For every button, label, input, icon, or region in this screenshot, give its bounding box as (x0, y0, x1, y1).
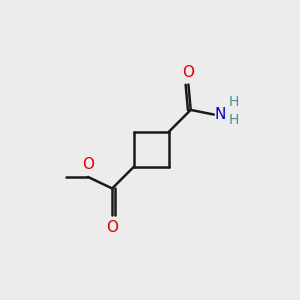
Text: H: H (228, 95, 239, 109)
Text: N: N (215, 107, 226, 122)
Text: O: O (182, 65, 194, 80)
Text: O: O (82, 157, 94, 172)
Text: O: O (106, 220, 118, 235)
Text: H: H (228, 113, 239, 127)
